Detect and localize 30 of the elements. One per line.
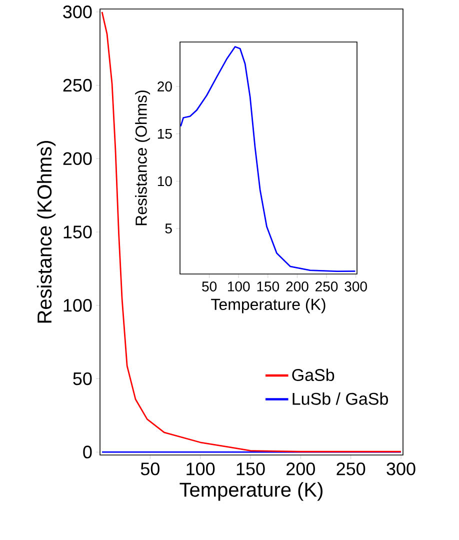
line-series <box>180 46 356 272</box>
x-tick-label: 250 <box>336 462 366 476</box>
x-tick-label: 100 <box>186 462 215 476</box>
x-axis-title: Temperature (K) <box>211 298 326 314</box>
y-tick-label: 250 <box>63 78 92 92</box>
y-tick-label: 15 <box>158 128 172 139</box>
y-tick-label: 100 <box>64 298 92 312</box>
x-tick-label: 300 <box>386 462 416 476</box>
x-tick-label: 150 <box>257 282 280 292</box>
x-tick-label: 50 <box>140 462 160 476</box>
x-axis-title: Temperature (K) <box>180 482 322 501</box>
x-tick-label: 150 <box>236 462 265 476</box>
y-tick-label: 5 <box>165 224 172 234</box>
x-tick-label: 200 <box>286 462 315 476</box>
y-tick-label: 10 <box>158 176 172 186</box>
y-tick-label: 150 <box>64 226 92 238</box>
y-tick-label: 0 <box>83 446 92 458</box>
y-axis-title: Resistance (KOhms) <box>36 141 56 323</box>
y-tick-label: 300 <box>63 6 92 18</box>
y-tick-label: 20 <box>158 82 172 92</box>
y-tick-label: 200 <box>63 152 92 166</box>
x-tick-label: 100 <box>228 282 250 292</box>
y-axis-title: Resistance (Ohms) <box>135 90 150 226</box>
legend-label: LuSb / GaSb <box>292 392 388 405</box>
x-tick-label: 250 <box>316 282 338 292</box>
legend-label: GaSb <box>292 368 334 382</box>
x-tick-label: 300 <box>344 282 367 292</box>
x-tick-label: 50 <box>202 282 217 292</box>
y-tick-label: 50 <box>73 372 92 386</box>
x-tick-label: 200 <box>286 282 308 292</box>
